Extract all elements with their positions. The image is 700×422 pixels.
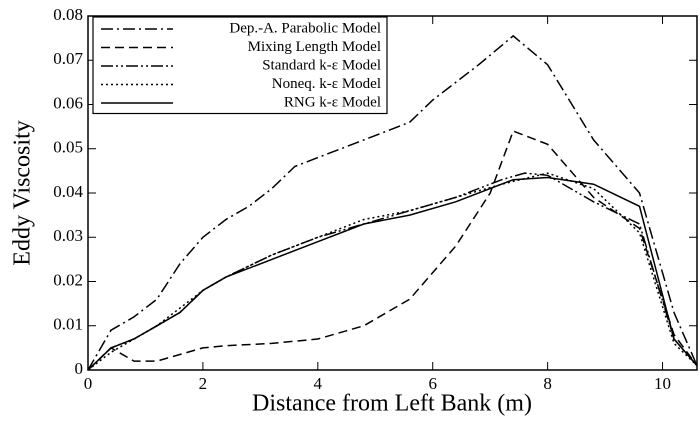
series-line — [87, 176, 698, 371]
y-tick-label: 0.07 — [53, 49, 83, 68]
legend-label: Noneq. k-ε Model — [272, 76, 381, 92]
x-tick-label: 8 — [543, 374, 552, 393]
series-line — [87, 34, 698, 371]
y-tick-label: 0.04 — [53, 182, 83, 201]
legend-label: Dep.-A. Parabolic Model — [229, 20, 381, 36]
y-tick-label: 0.08 — [53, 5, 83, 24]
x-tick-label: 4 — [314, 374, 323, 393]
y-tick-label: 0.06 — [53, 93, 83, 112]
series-line — [87, 172, 698, 371]
legend-label: RNG k-ε Model — [284, 94, 381, 110]
y-tick-label: 0.03 — [53, 226, 83, 245]
y-tick-label: 0 — [75, 359, 84, 378]
y-tick-label: 0.02 — [53, 270, 83, 289]
x-tick-label: 2 — [199, 374, 208, 393]
y-tick-label: 0.05 — [53, 138, 83, 157]
legend-label: Standard k-ε Model — [262, 57, 381, 73]
plot-frame — [87, 15, 698, 371]
x-tick-label: 10 — [654, 374, 671, 393]
y-tick-label: 0.01 — [53, 315, 83, 334]
x-tick-label: 0 — [84, 374, 93, 393]
x-tick-label: 6 — [428, 374, 437, 393]
series-line — [87, 130, 698, 371]
x-axis-label: Distance from Left Bank (m) — [252, 391, 532, 417]
legend-label: Mixing Length Model — [248, 39, 381, 55]
y-axis-label: Eddy Viscosity — [10, 120, 36, 265]
